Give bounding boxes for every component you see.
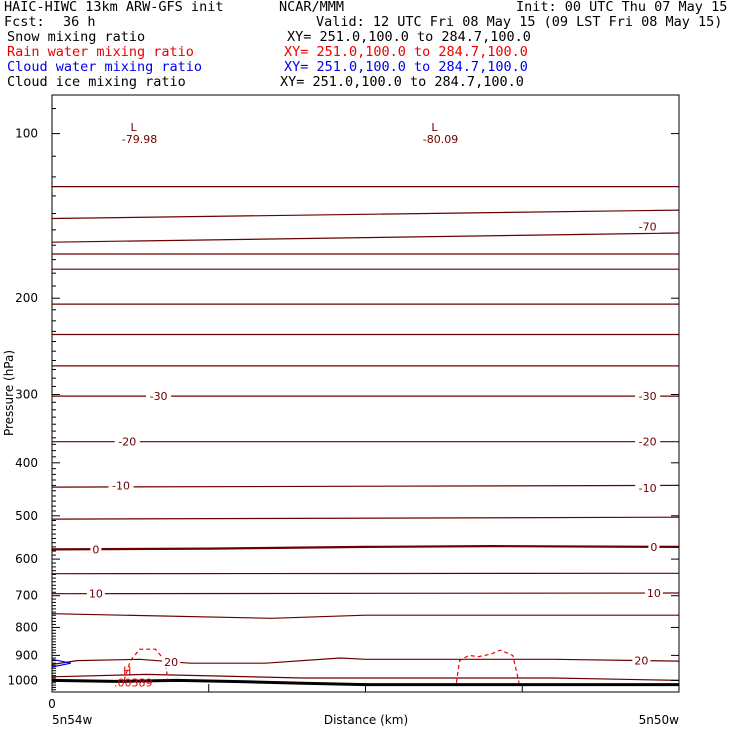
- x-right-label: 5n50w: [639, 713, 680, 727]
- contour-label-bg: [108, 479, 134, 492]
- extremum-mark: H: [123, 664, 131, 677]
- legend-cloud-ice-label: Cloud ice mixing ratio: [7, 74, 186, 90]
- isotherm-line: [51, 673, 680, 681]
- isotherm-line: [51, 544, 680, 551]
- y-tick-label: 900: [15, 648, 38, 662]
- legend-rain-xy: XY= 251.0,100.0 to 284.7,100.0: [284, 44, 528, 60]
- contour-label-bg: [635, 220, 661, 233]
- contour-label-bg: [635, 435, 661, 448]
- legend-snow-label: Snow mixing ratio: [7, 29, 146, 45]
- contour-label: 0: [92, 543, 99, 556]
- contour-label: -30: [150, 390, 168, 403]
- contour-label: -10: [112, 479, 130, 492]
- contour-label: -10: [639, 482, 657, 495]
- forecast-hours: 36 h: [63, 14, 96, 30]
- legend-rain-label: Rain water mixing ratio: [7, 44, 194, 60]
- isotherm-line: [51, 232, 680, 243]
- plot-frame: [51, 94, 680, 693]
- y-tick-label: 400: [15, 456, 38, 470]
- y-tick-label: 500: [15, 509, 38, 523]
- contour-label-bg: [648, 540, 660, 553]
- extremum-value: -80.09: [423, 133, 458, 146]
- y-tick-label: 300: [15, 387, 38, 401]
- org-label: NCAR/MMM: [279, 0, 345, 15]
- contour-label: 20: [164, 656, 178, 669]
- y-tick-label: 700: [15, 589, 38, 603]
- contour-label-bg: [644, 586, 663, 599]
- contour-label: -30: [639, 390, 657, 403]
- y-axis-title: Pressure (hPa): [2, 350, 16, 436]
- extrema-layer: L-79.98L-80.09H.00389: [114, 121, 458, 689]
- y-tick-label: 100: [15, 127, 38, 141]
- isotherm-line: [51, 592, 680, 595]
- rain-contour: [123, 648, 169, 681]
- rain-contour: [455, 649, 520, 683]
- cloud-water-contour: [51, 658, 71, 668]
- legend-snow-xy: XY= 251.0,100.0 to 284.7,100.0: [287, 29, 531, 45]
- cloud-water-layer: [51, 658, 71, 668]
- contour-label-bg: [635, 482, 661, 495]
- contour-label: -20: [639, 436, 657, 449]
- rain-layer: [123, 648, 520, 683]
- legend-cloud-ice-xy: XY= 251.0,100.0 to 284.7,100.0: [280, 74, 524, 90]
- contour-label: -70: [639, 221, 657, 234]
- extremum-mark: L: [431, 121, 438, 134]
- contour-label: 10: [89, 588, 103, 601]
- valid-time: Valid: 12 UTC Fri 08 May 15 (09 LST Fri …: [316, 14, 723, 30]
- x-axis-title: Distance (km): [324, 713, 408, 727]
- contour-label-layer: -70 -30 -30 -20 -20 -10 -10 0 0 10 10 20 20: [86, 220, 663, 669]
- isotherm-line: [51, 209, 680, 220]
- extremum-value: -79.98: [122, 133, 157, 146]
- x-left-label: 5n54w: [52, 713, 93, 727]
- model-title: HAIC-HIWC 13km ARW-GFS init: [4, 0, 224, 15]
- x-zero-label: 0: [48, 697, 56, 711]
- contour-label-bg: [86, 587, 105, 600]
- forecast-label: Fcst:: [4, 14, 45, 30]
- init-time: Init: 00 UTC Thu 07 May 15: [516, 0, 728, 15]
- isotherm-line: [51, 484, 680, 488]
- contour-label-bg: [90, 543, 102, 556]
- legend-cloud-water-label: Cloud water mixing ratio: [7, 59, 203, 75]
- extremum-mark: L: [130, 121, 137, 134]
- contour-label-bg: [146, 390, 172, 403]
- legend-cloud-water-xy: XY= 251.0,100.0 to 284.7,100.0: [284, 59, 528, 75]
- isotherm-line: [51, 657, 680, 666]
- contour-label-bg: [114, 435, 140, 448]
- isotherm-line: [51, 613, 679, 619]
- y-tick-label: 600: [15, 552, 38, 566]
- contour-label: 0: [650, 541, 657, 554]
- contour-label-bg: [162, 655, 181, 668]
- y-tick-label: 1000: [7, 673, 38, 687]
- contour-label-bg: [635, 390, 661, 403]
- contour-label: 10: [647, 587, 661, 600]
- isotherm-layer: [51, 186, 680, 681]
- extremum-value: .00389: [114, 676, 153, 689]
- y-tick-label: 800: [15, 620, 38, 634]
- isotherm-line: [51, 516, 680, 520]
- contour-label: 20: [634, 655, 648, 668]
- contour-label: -20: [118, 436, 136, 449]
- y-tick-label: 200: [15, 291, 38, 305]
- contour-label-bg: [632, 654, 651, 667]
